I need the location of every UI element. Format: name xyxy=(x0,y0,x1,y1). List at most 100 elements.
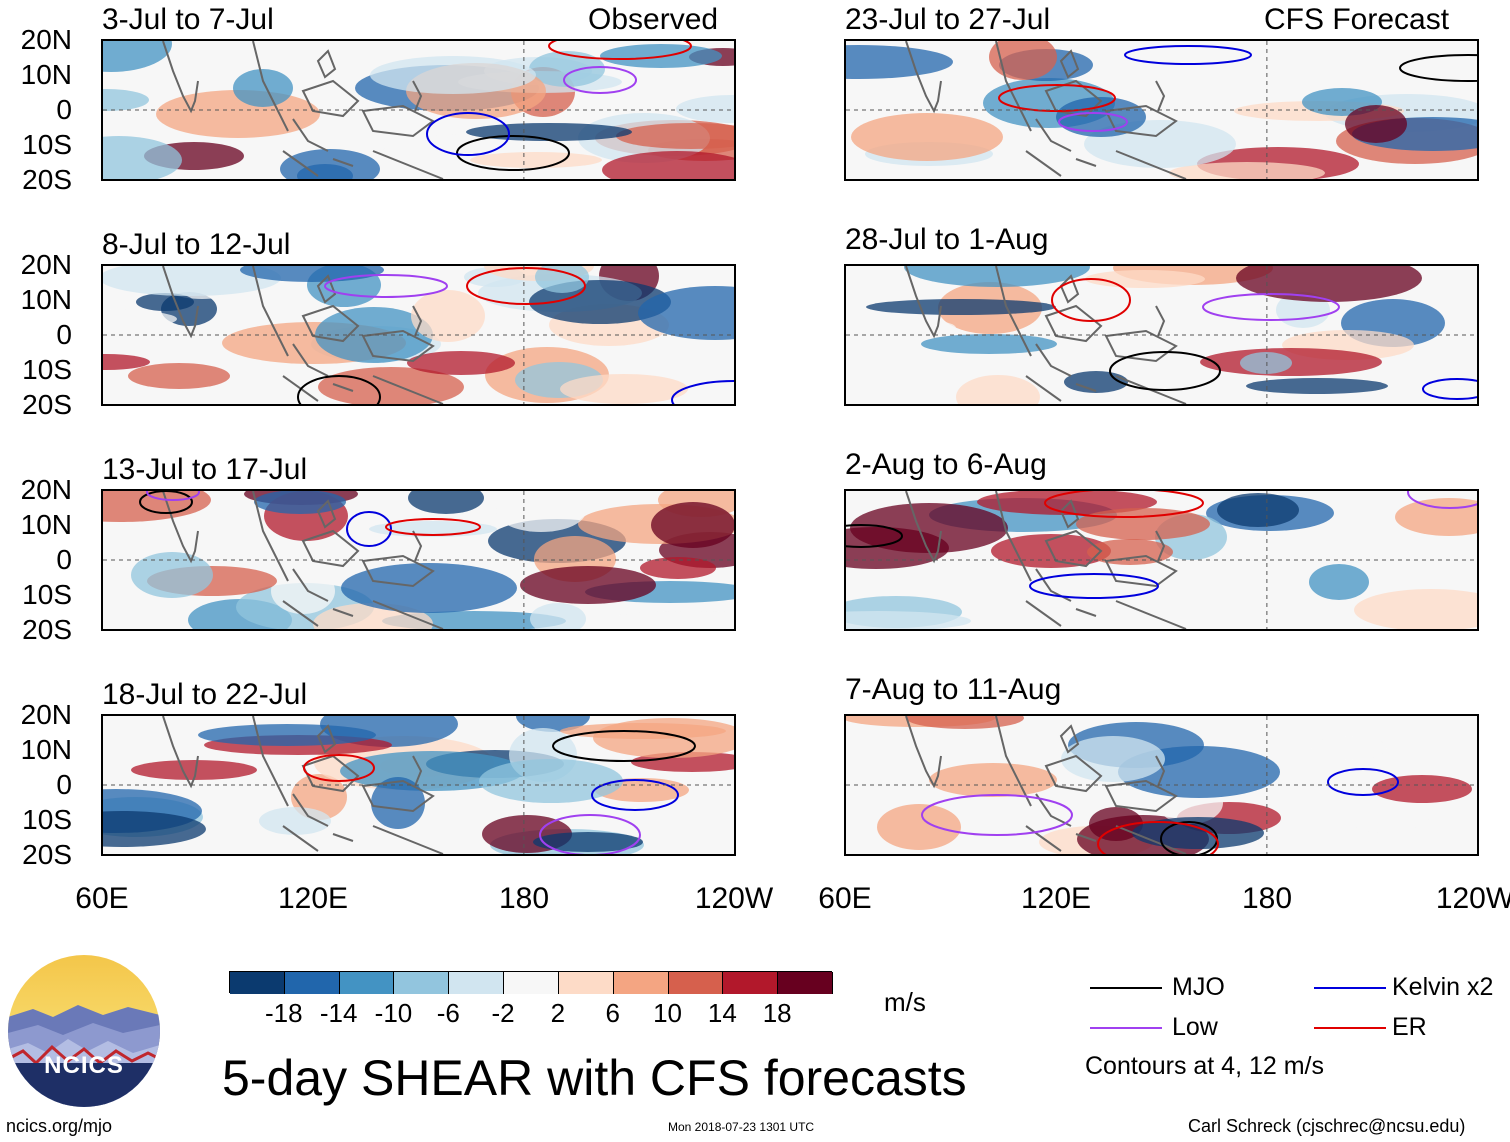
colorbar-swatch xyxy=(558,972,614,994)
shear-anomaly-blob xyxy=(254,491,346,514)
legend-note: Contours at 4, 12 m/s xyxy=(1085,1052,1325,1080)
shear-anomaly-blob xyxy=(103,41,172,72)
legend-line-low xyxy=(1090,1027,1162,1029)
coastline xyxy=(252,41,289,132)
shear-map-panel xyxy=(844,714,1479,856)
lon-label: 60E xyxy=(818,882,872,915)
shear-anomaly-blob xyxy=(371,777,425,829)
contour-line xyxy=(146,491,200,501)
colorbar-swatch xyxy=(613,972,669,994)
footer-url[interactable]: ncics.org/mjo xyxy=(6,1116,113,1136)
shear-map-panel xyxy=(101,489,736,631)
panel-title: 18-Jul to 22-Jul xyxy=(102,678,308,711)
coastline xyxy=(1155,755,1166,787)
contour-line xyxy=(297,375,381,404)
contour-line xyxy=(1202,293,1340,321)
coastline xyxy=(252,266,289,357)
shear-anomaly-blob xyxy=(1076,508,1210,540)
colorbar-swatch xyxy=(284,972,340,994)
colorbar-label: -14 xyxy=(319,998,358,1028)
coastline xyxy=(162,266,199,339)
lon-label: 60E xyxy=(75,882,129,915)
lon-label: 180 xyxy=(1241,882,1293,915)
panel-title: 3-Jul to 7-Jul xyxy=(102,3,274,36)
coastline xyxy=(1035,793,1072,827)
panel-title: 7-Aug to 11-Aug xyxy=(845,673,1062,706)
shear-map-panel xyxy=(844,264,1479,406)
coastline xyxy=(905,266,942,339)
lon-label: 120E xyxy=(277,882,349,915)
contour-line xyxy=(1097,821,1219,854)
lat-label: 10S xyxy=(22,804,72,835)
lat-label: 0 xyxy=(56,94,72,125)
shear-anomaly-blob xyxy=(1236,266,1422,302)
shear-anomaly-blob xyxy=(408,491,484,514)
contour-line xyxy=(1044,491,1204,518)
coastline xyxy=(316,274,337,304)
lat-label: 10S xyxy=(22,579,72,610)
contour-line xyxy=(1058,112,1128,132)
panel-title: 23-Jul to 27-Jul xyxy=(845,3,1051,36)
lat-label: 10S xyxy=(22,354,72,385)
contour-line xyxy=(591,779,679,811)
coastline xyxy=(1025,825,1187,854)
lat-label: 20S xyxy=(22,614,72,645)
coastline xyxy=(412,755,423,787)
shear-anomaly-blob xyxy=(103,811,206,847)
coastline xyxy=(995,491,1032,582)
shear-anomaly-blob xyxy=(1169,162,1325,179)
coastline xyxy=(1059,49,1080,79)
shear-anomaly-blob xyxy=(370,56,536,94)
shear-map xyxy=(846,491,1477,629)
contour-line xyxy=(303,754,375,782)
coastline xyxy=(1104,779,1178,813)
coastline xyxy=(995,41,1032,132)
contour-line xyxy=(846,524,903,548)
shear-anomaly-blob xyxy=(233,69,293,107)
shear-anomaly-blob xyxy=(103,309,177,329)
main-title: 5-day SHEAR with CFS forecasts xyxy=(222,1050,967,1106)
coastline xyxy=(361,554,435,588)
shear-anomaly-blob xyxy=(1246,378,1388,394)
lat-label: 20N xyxy=(20,699,72,730)
shear-anomaly-blob xyxy=(530,603,586,629)
colorbar-label: 14 xyxy=(707,998,737,1028)
coastline xyxy=(905,716,942,789)
shear-anomaly-blob xyxy=(850,503,1008,553)
legend-line-mjo xyxy=(1090,987,1162,989)
lat-label: 0 xyxy=(56,769,72,800)
coastline xyxy=(292,793,329,827)
shear-anomaly-blob xyxy=(989,41,1057,80)
shear-anomaly-blob xyxy=(616,123,734,149)
lat-label: 20N xyxy=(20,24,72,55)
shear-anomaly-blob xyxy=(1354,589,1477,629)
shear-anomaly-blob xyxy=(341,563,517,613)
lon-label: 120W xyxy=(694,882,774,915)
colorbar-swatch xyxy=(504,972,559,994)
lat-label: 0 xyxy=(56,544,72,575)
shear-anomaly-blob xyxy=(929,763,1057,797)
shear-anomaly-blob xyxy=(1345,105,1407,143)
shear-anomaly-blob xyxy=(640,557,716,579)
coastline xyxy=(301,754,360,793)
shear-anomaly-blob xyxy=(1132,817,1264,849)
coastline xyxy=(282,600,444,629)
legend-label-mjo: MJO xyxy=(1172,973,1225,1001)
coastline xyxy=(995,266,1032,357)
coastline xyxy=(412,530,423,562)
coastline xyxy=(905,491,942,564)
colorbar-label: -2 xyxy=(491,998,515,1028)
shear-anomaly-blob xyxy=(198,724,376,746)
coastline xyxy=(162,41,199,114)
shear-anomaly-blob xyxy=(103,354,150,370)
coastline xyxy=(316,724,337,754)
panel-tag: CFS Forecast xyxy=(1264,3,1450,36)
shear-anomaly-blob xyxy=(851,113,1003,161)
lat-label: 10N xyxy=(20,59,72,90)
contour-line xyxy=(539,814,641,854)
coastline xyxy=(252,491,289,582)
coastline xyxy=(316,49,337,79)
shear-anomaly-blob xyxy=(318,367,464,404)
shear-anomaly-blob xyxy=(271,568,335,614)
shear-anomaly-blob xyxy=(651,502,734,548)
